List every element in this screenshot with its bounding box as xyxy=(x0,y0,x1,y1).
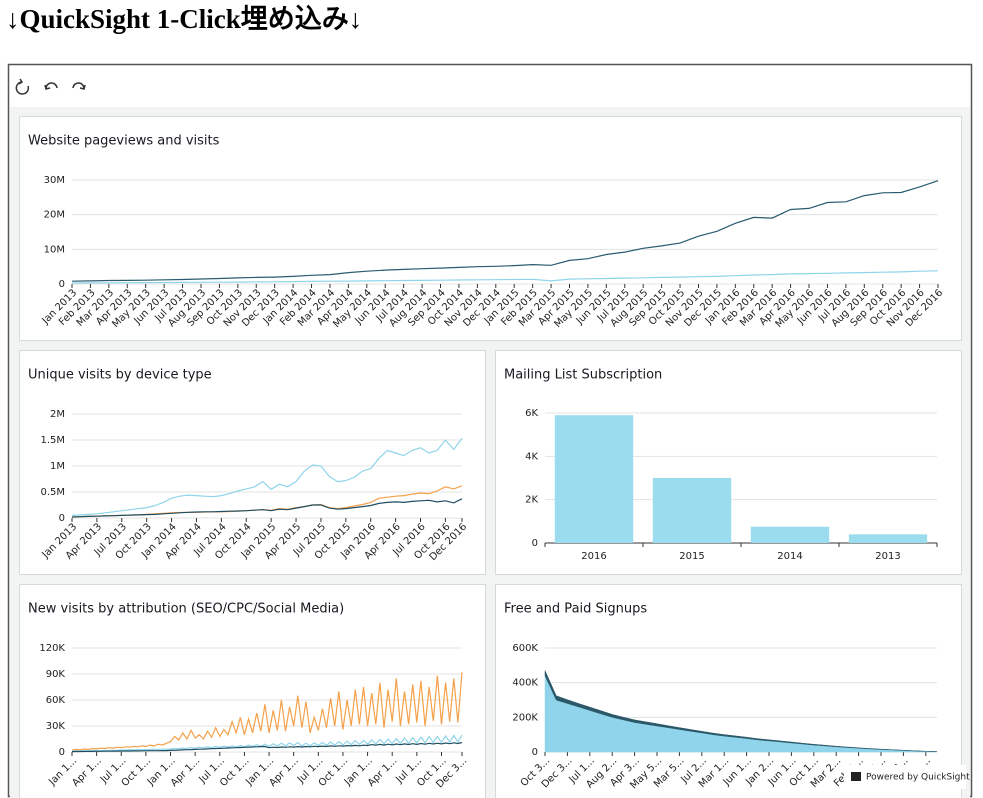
y-tick-label: 30K xyxy=(46,721,66,732)
y-tick-label: 90K xyxy=(46,669,66,680)
badge-text: Powered by QuickSight xyxy=(866,773,970,783)
x-tick-label: 2014 xyxy=(777,551,802,562)
line-series xyxy=(71,672,463,751)
y-tick-label: 600K xyxy=(512,643,538,654)
y-tick-label: 60K xyxy=(46,695,66,706)
y-tick-label: 30M xyxy=(44,175,65,186)
y-tick-label: 200K xyxy=(512,712,538,723)
line-series xyxy=(71,741,463,753)
panel-title: Unique visits by device type xyxy=(28,368,212,383)
y-tick-label: 2M xyxy=(50,409,65,420)
bar xyxy=(652,478,732,543)
panel-title: Mailing List Subscription xyxy=(504,368,662,383)
y-tick-label: 0 xyxy=(532,538,538,549)
line-series xyxy=(71,270,939,284)
line-series xyxy=(71,180,939,282)
x-tick-label: 2016 xyxy=(581,551,606,562)
y-tick-label: 10M xyxy=(44,244,65,255)
line-series xyxy=(71,734,463,752)
y-tick-label: 120K xyxy=(39,643,65,654)
bar xyxy=(554,415,634,543)
toolbar xyxy=(15,78,86,95)
y-tick-label: 0 xyxy=(59,279,65,290)
badge-icon xyxy=(851,772,861,781)
area-series xyxy=(544,670,938,752)
y-tick-label: 1M xyxy=(50,461,65,472)
y-tick-label: 4K xyxy=(525,451,538,462)
y-tick-label: 6K xyxy=(525,408,538,419)
panel-title: New visits by attribution (SEO/CPC/Socia… xyxy=(28,602,344,617)
y-tick-label: 400K xyxy=(512,678,538,689)
reset-arrow xyxy=(18,78,24,85)
line-series xyxy=(71,498,463,518)
undo-arrow xyxy=(44,84,51,90)
y-tick-label: 20M xyxy=(44,210,65,221)
bar xyxy=(750,526,830,543)
y-tick-label: 0.5M xyxy=(40,487,65,498)
x-tick-label: 2015 xyxy=(679,551,704,562)
page-title: ↓QuickSight 1-Click埋め込み↓ xyxy=(6,4,362,34)
y-tick-label: 0 xyxy=(532,747,538,758)
badge-box xyxy=(844,765,966,789)
panel xyxy=(19,584,486,798)
redo-arrow xyxy=(79,84,86,90)
panel xyxy=(19,116,962,341)
line-series xyxy=(71,438,463,516)
panel-title: Free and Paid Signups xyxy=(504,602,647,617)
bar xyxy=(848,534,928,543)
y-tick-label: 2K xyxy=(525,495,538,506)
reset-icon[interactable] xyxy=(15,81,30,95)
y-tick-label: 0 xyxy=(59,513,65,524)
y-tick-label: 0 xyxy=(59,747,65,758)
x-tick-label: 2013 xyxy=(875,551,900,562)
badge[interactable]: Powered by QuickSight xyxy=(844,765,970,789)
charts: Website pageviews and visits010M20M30MJa… xyxy=(19,116,962,798)
panel xyxy=(495,584,962,798)
y-tick-label: 1.5M xyxy=(40,435,65,446)
panel xyxy=(19,350,486,575)
panel-title: Website pageviews and visits xyxy=(28,134,220,149)
